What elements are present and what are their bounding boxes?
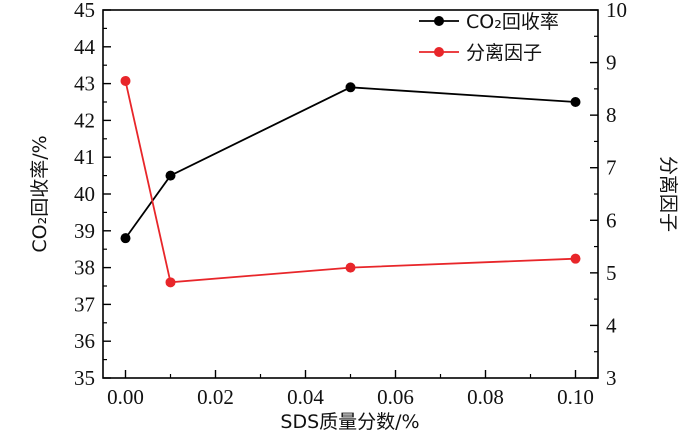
left-tick-label: 38 <box>74 256 95 280</box>
legend-marker-2 <box>434 47 444 57</box>
right-tick-label: 3 <box>606 366 617 390</box>
left-tick-label: 42 <box>74 108 95 132</box>
right-tick-label: 4 <box>606 313 617 337</box>
right-axis: 3 4 5 6 7 8 9 10 <box>590 0 627 390</box>
left-tick-label: 40 <box>74 182 95 206</box>
x-axis: 0.00 0.02 0.04 0.06 0.08 0.10 <box>107 370 594 409</box>
right-tick-label: 6 <box>606 208 617 232</box>
right-tick-label: 10 <box>606 0 627 22</box>
left-tick-label: 41 <box>74 145 95 169</box>
left-tick-label: 36 <box>74 329 95 353</box>
left-tick-label: 39 <box>74 219 95 243</box>
legend-label-1: CO₂回收率 <box>466 11 559 33</box>
plot-frame <box>102 9 599 379</box>
right-tick-label: 8 <box>606 103 617 127</box>
series-2-point <box>345 262 356 273</box>
left-tick-label: 35 <box>74 366 95 390</box>
left-tick-label: 44 <box>74 35 96 59</box>
series <box>120 75 581 288</box>
series-1-point <box>165 170 176 181</box>
x-tick-label: 0.02 <box>197 385 234 409</box>
series-1-point <box>120 233 131 244</box>
legend-marker-1 <box>434 16 444 26</box>
series-1-point <box>345 82 356 93</box>
x-tick-label: 0.04 <box>287 385 324 409</box>
x-tick-label: 0.06 <box>377 385 414 409</box>
right-tick-label: 5 <box>606 261 617 285</box>
series-2-point <box>165 277 176 288</box>
left-axis: 35 36 37 38 39 40 41 42 43 44 45 <box>74 0 111 390</box>
series-2-point <box>570 253 581 264</box>
y-axis-left-title: CO₂回收率/% <box>29 135 51 252</box>
right-tick-label: 7 <box>606 156 617 180</box>
left-tick-label: 43 <box>74 72 95 96</box>
series-2-point <box>120 75 131 86</box>
x-tick-label: 0.08 <box>467 385 504 409</box>
x-tick-label: 0.00 <box>107 385 144 409</box>
left-tick-label: 37 <box>74 292 95 316</box>
series-line-2 <box>124 80 576 284</box>
x-tick-label: 0.10 <box>557 385 594 409</box>
series-line-1 <box>124 86 576 239</box>
y-axis-right-title: 分离因子 <box>657 156 679 232</box>
right-tick-label: 9 <box>606 51 617 75</box>
legend-label-2: 分离因子 <box>466 42 542 64</box>
plot-border <box>102 9 599 379</box>
left-tick-label: 45 <box>74 0 95 22</box>
series-1-point <box>570 97 581 107</box>
x-axis-title: SDS质量分数/% <box>280 411 419 433</box>
